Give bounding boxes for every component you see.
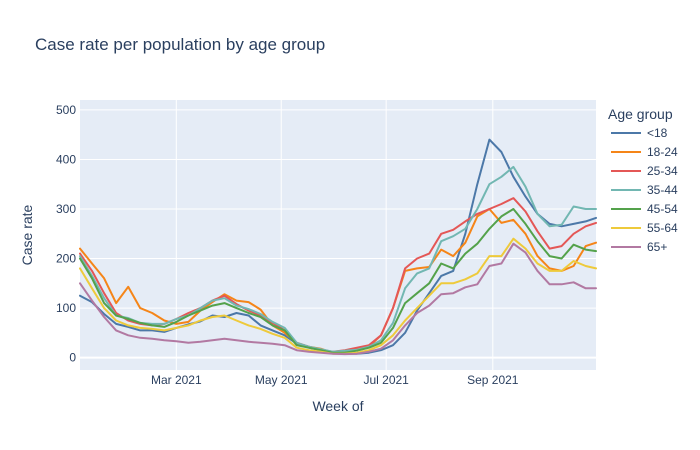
series-lines — [79, 138, 597, 356]
legend-label: 55-64 — [647, 221, 678, 235]
legend-label: 18-24 — [647, 145, 678, 159]
y-tick-label: 500 — [56, 103, 76, 117]
x-tick-label: Sep 2021 — [467, 373, 519, 387]
series-line-3[interactable] — [79, 165, 597, 353]
legend-label: 45-54 — [647, 202, 678, 216]
legend-label: 25-34 — [647, 164, 678, 178]
legend-label: 65+ — [647, 240, 667, 254]
y-tick-label: 300 — [56, 202, 76, 216]
x-tick-label: Mar 2021 — [151, 373, 202, 387]
legend-item[interactable]: 55-64 — [611, 221, 678, 235]
y-tick-label: 0 — [69, 351, 76, 365]
legend-item[interactable]: 65+ — [611, 240, 667, 254]
x-axis-title: Week of — [312, 398, 363, 414]
series-line-6[interactable] — [79, 242, 597, 356]
x-tick-label: Jul 2021 — [363, 373, 409, 387]
legend-label: 35-44 — [647, 183, 678, 197]
legend-label: <18 — [647, 126, 668, 140]
x-tick-labels: Mar 2021 May 2021 Jul 2021 Sep 2021 — [151, 373, 519, 387]
legend-item[interactable]: 18-24 — [611, 145, 678, 159]
legend-title: Age group — [608, 106, 673, 122]
y-tick-label: 100 — [56, 301, 76, 315]
x-tick-label: May 2021 — [255, 373, 308, 387]
legend-item[interactable]: 25-34 — [611, 164, 678, 178]
legend-item[interactable]: <18 — [611, 126, 668, 140]
y-tick-label: 200 — [56, 252, 76, 266]
y-axis-title: Case rate — [19, 204, 35, 265]
chart-title: Case rate per population by age group — [35, 35, 325, 54]
legend-item[interactable]: 45-54 — [611, 202, 678, 216]
plot-background — [80, 100, 596, 370]
legend[interactable]: Age group <18 18-24 25-34 35-44 45-54 55-64 65… — [608, 106, 678, 254]
y-gridlines — [80, 109, 596, 309]
y-tick-labels: 0 100 200 300 400 500 — [56, 103, 76, 365]
y-tick-label: 400 — [56, 152, 76, 166]
legend-item[interactable]: 35-44 — [611, 183, 678, 197]
